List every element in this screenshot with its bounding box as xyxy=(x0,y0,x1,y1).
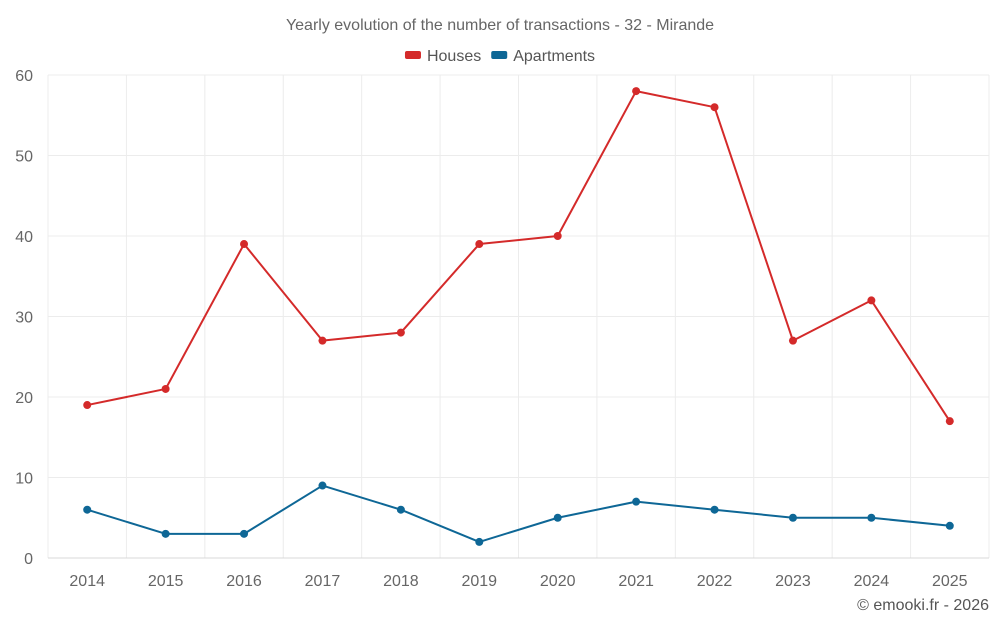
grid xyxy=(47,74,990,558)
houses-point[interactable] xyxy=(318,336,327,345)
x-tick-label: 2014 xyxy=(69,573,105,590)
apartments-point[interactable] xyxy=(867,513,876,522)
houses-point[interactable] xyxy=(161,384,170,393)
y-tick-label: 10 xyxy=(15,471,33,488)
houses-point[interactable] xyxy=(710,103,719,112)
y-tick-label: 60 xyxy=(15,68,33,85)
legend-item-houses[interactable]: Houses xyxy=(404,48,481,65)
houses-point[interactable] xyxy=(867,296,876,305)
apartments-point[interactable] xyxy=(161,529,170,538)
legend-label-houses: Houses xyxy=(427,48,481,65)
x-tick-label: 2019 xyxy=(461,573,497,590)
apartments-point[interactable] xyxy=(710,505,719,514)
x-tick-label: 2022 xyxy=(697,573,733,590)
houses-point[interactable] xyxy=(475,240,484,249)
legend-swatch-houses xyxy=(404,51,421,59)
houses-line xyxy=(87,90,951,422)
apartments-point[interactable] xyxy=(318,481,327,490)
legend-item-apartments[interactable]: Apartments xyxy=(491,48,595,65)
x-tick-label: 2020 xyxy=(540,573,576,590)
houses-point[interactable] xyxy=(788,336,797,345)
legend-label-apartments: Apartments xyxy=(513,48,595,65)
x-tick-label: 2016 xyxy=(226,573,262,590)
y-tick-label: 0 xyxy=(24,551,33,568)
chart-title: Yearly evolution of the number of transa… xyxy=(286,17,714,34)
series-layer xyxy=(83,87,954,546)
houses-point[interactable] xyxy=(240,240,249,249)
houses-point[interactable] xyxy=(945,417,954,426)
series-apartments xyxy=(83,481,954,546)
apartments-point[interactable] xyxy=(396,505,405,514)
apartments-point[interactable] xyxy=(475,537,484,546)
x-tick-label: 2017 xyxy=(305,573,341,590)
houses-point[interactable] xyxy=(632,87,641,96)
apartments-point[interactable] xyxy=(632,497,641,506)
x-tick-label: 2025 xyxy=(932,573,968,590)
houses-point[interactable] xyxy=(396,328,405,337)
apartments-point[interactable] xyxy=(83,505,92,514)
series-houses xyxy=(83,87,954,426)
x-tick-label: 2021 xyxy=(618,573,654,590)
x-tick-label: 2018 xyxy=(383,573,419,590)
y-tick-label: 20 xyxy=(15,390,33,407)
x-tick-label: 2015 xyxy=(148,573,184,590)
apartments-point[interactable] xyxy=(788,513,797,522)
apartments-point[interactable] xyxy=(553,513,562,522)
y-tick-label: 40 xyxy=(15,229,33,246)
y-tick-label: 30 xyxy=(15,310,33,327)
x-tick-label: 2024 xyxy=(854,573,890,590)
apartments-line xyxy=(86,484,950,543)
credit-text: © emooki.fr - 2026 xyxy=(857,597,989,614)
x-tick-label: 2023 xyxy=(775,573,811,590)
axes: 0 10 20 30 40 50 60 2014 2015 2016 2017 2018 2019 202… xyxy=(15,68,989,590)
legend: Houses Apartments xyxy=(404,48,595,65)
houses-point[interactable] xyxy=(83,401,92,410)
houses-point[interactable] xyxy=(553,232,562,240)
apartments-point[interactable] xyxy=(945,521,954,530)
apartments-point[interactable] xyxy=(240,529,249,538)
legend-swatch-apartments xyxy=(491,51,508,59)
y-tick-label: 50 xyxy=(15,149,33,166)
